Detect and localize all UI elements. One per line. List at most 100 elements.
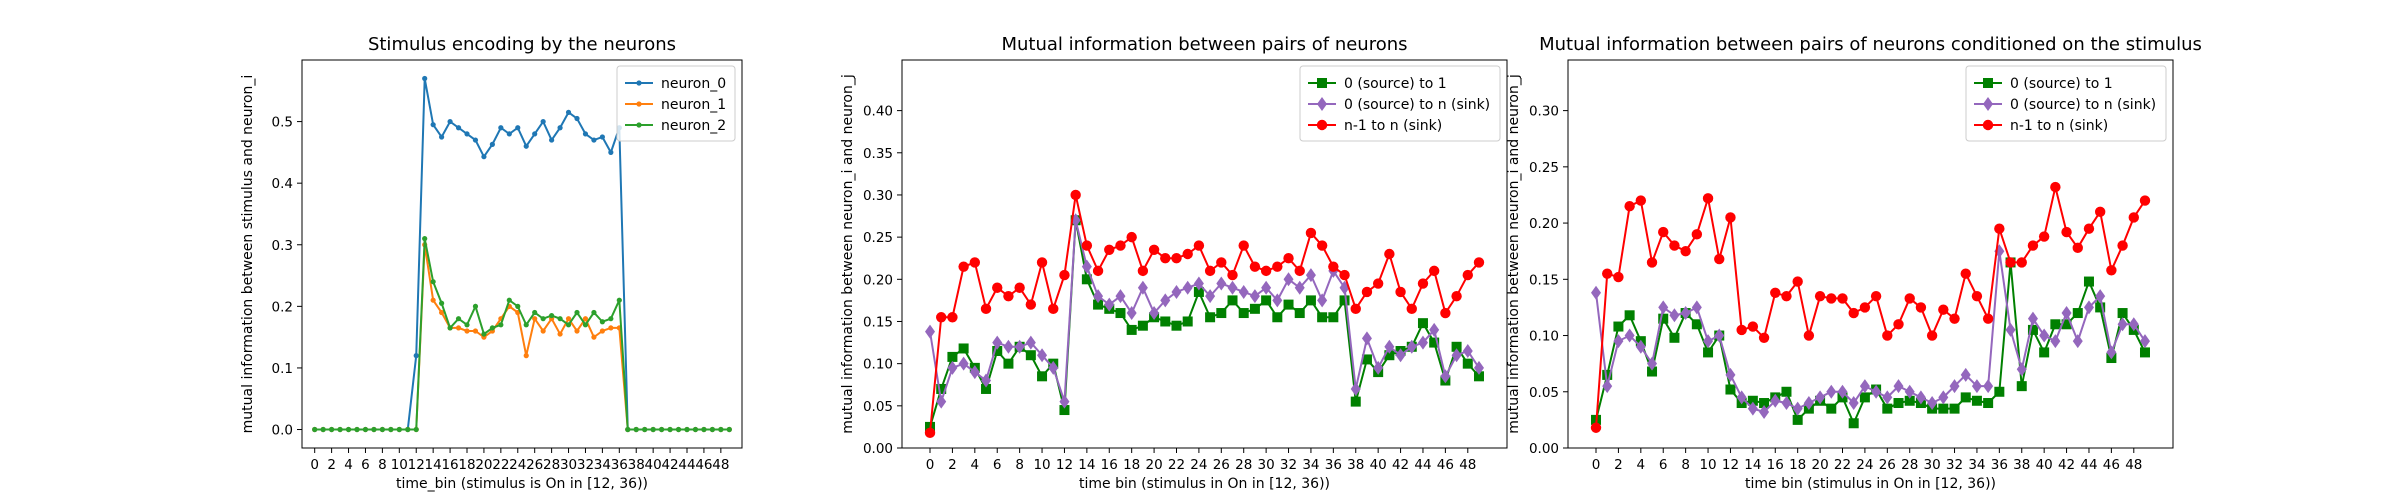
data-point xyxy=(1714,328,1725,343)
data-point xyxy=(701,426,707,433)
y-tick-label: 0.35 xyxy=(863,146,893,162)
series-2 xyxy=(312,242,732,433)
data-point xyxy=(958,356,969,371)
y-tick-label: 0.30 xyxy=(1529,104,1559,120)
data-point xyxy=(2016,381,2027,392)
data-point xyxy=(1736,390,1747,405)
chart-2: Mutual information between pairs of neur… xyxy=(840,34,1508,492)
data-point xyxy=(1960,268,1971,279)
data-point xyxy=(1227,280,1238,295)
data-point xyxy=(1691,300,1702,315)
data-point xyxy=(574,309,580,316)
data-point xyxy=(1361,331,1372,346)
x-tick-label: 32 xyxy=(1280,457,1297,473)
y-tick-label: 0.2 xyxy=(272,299,293,315)
data-point xyxy=(2139,347,2150,358)
data-point xyxy=(1971,379,1982,394)
data-point xyxy=(582,131,589,137)
x-tick-label: 24 xyxy=(509,457,526,473)
data-point xyxy=(1591,285,1602,300)
data-point xyxy=(2039,328,2050,343)
data-point xyxy=(532,316,538,322)
data-point xyxy=(1037,348,1048,363)
data-point xyxy=(1417,335,1428,350)
data-point xyxy=(1227,269,1238,281)
legend-label: n-1 to n (sink) xyxy=(2010,118,2108,134)
data-point xyxy=(1635,339,1646,354)
data-point xyxy=(1714,253,1725,265)
data-point xyxy=(549,137,555,143)
data-point xyxy=(1317,293,1328,308)
data-point xyxy=(565,322,572,328)
data-point xyxy=(413,353,419,359)
y-tick-label: 0.0 xyxy=(272,423,293,439)
data-point xyxy=(2038,231,2050,242)
data-point xyxy=(992,335,1003,350)
data-point xyxy=(1747,321,1759,332)
x-tick-label: 46 xyxy=(1437,457,1454,473)
x-tick-label: 46 xyxy=(2103,457,2120,473)
data-point xyxy=(936,383,947,394)
x-tick-label: 42 xyxy=(661,457,678,473)
y-tick-label: 0.00 xyxy=(863,441,893,457)
data-point xyxy=(1238,284,1249,299)
x-tick-label: 6 xyxy=(993,457,1002,473)
data-point xyxy=(1093,299,1104,310)
data-point xyxy=(1272,293,1283,308)
data-point xyxy=(1983,379,1994,394)
data-point xyxy=(472,328,479,334)
data-point xyxy=(371,426,377,433)
data-point xyxy=(2072,242,2083,254)
data-point xyxy=(1669,332,1680,343)
data-point xyxy=(1882,403,1893,414)
data-point xyxy=(1137,320,1148,331)
data-point xyxy=(1971,290,1983,302)
data-point xyxy=(540,328,546,334)
data-point xyxy=(1871,384,1882,399)
data-point xyxy=(1927,396,1938,411)
legend-marker xyxy=(1982,119,1994,131)
data-point xyxy=(1647,356,1658,371)
series-line xyxy=(1595,251,2146,414)
x-tick-label: 8 xyxy=(378,457,387,473)
data-point xyxy=(506,131,512,137)
data-point xyxy=(1003,339,1014,354)
x-tick-label: 2 xyxy=(1614,457,1623,473)
data-point xyxy=(2061,319,2072,330)
data-point xyxy=(599,328,605,334)
data-point xyxy=(2027,324,2038,335)
data-point xyxy=(2117,308,2128,319)
data-point xyxy=(439,309,445,316)
data-point xyxy=(345,426,352,433)
data-point xyxy=(2128,317,2139,332)
data-point xyxy=(924,427,936,439)
y-axis-label: mutual information between neuron_i and … xyxy=(1506,74,1522,434)
y-tick-label: 0.05 xyxy=(1529,385,1559,401)
data-point xyxy=(969,257,981,268)
series-line xyxy=(314,244,730,431)
data-point xyxy=(1949,403,1960,414)
x-tick-label: 18 xyxy=(1123,457,1140,473)
data-point xyxy=(2005,322,2016,337)
data-point xyxy=(659,426,665,433)
data-point xyxy=(506,297,512,303)
data-point xyxy=(992,282,1003,293)
data-point xyxy=(1691,229,1703,240)
data-point xyxy=(1249,303,1260,314)
x-tick-label: 6 xyxy=(1659,457,1668,473)
data-point xyxy=(947,360,958,375)
data-point xyxy=(523,353,529,359)
data-point xyxy=(2027,240,2039,251)
data-point xyxy=(1848,307,1859,319)
x-tick-label: 4 xyxy=(1637,457,1646,473)
legend-marker xyxy=(636,101,642,107)
data-point xyxy=(1305,227,1317,239)
data-point xyxy=(2083,276,2094,287)
x-tick-label: 24 xyxy=(1856,457,1873,473)
legend-marker xyxy=(1317,97,1327,111)
data-point xyxy=(422,236,428,242)
data-point xyxy=(430,122,436,128)
data-point xyxy=(515,125,521,131)
data-point xyxy=(1703,334,1714,349)
data-point xyxy=(565,316,572,322)
